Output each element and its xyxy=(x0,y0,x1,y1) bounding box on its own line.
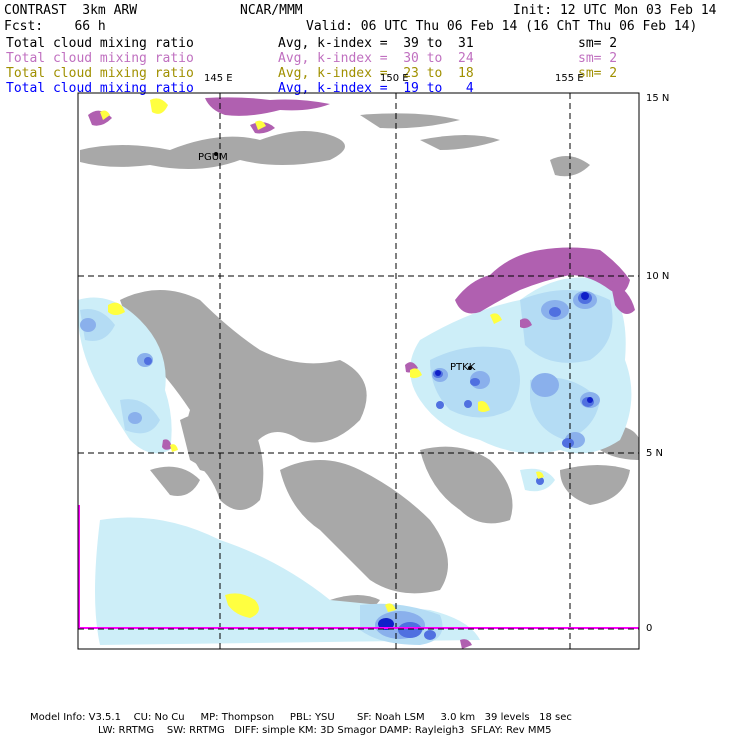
model-info-line2: LW: RRTMG SW: RRTMG DIFF: simple KM: 3D … xyxy=(98,725,552,736)
lat-label-0: 0 xyxy=(646,623,653,634)
field-sm-2: sm= 2 xyxy=(578,51,618,66)
lat-label-15n: 15 N xyxy=(646,93,670,104)
cloud-purple-regions xyxy=(88,97,635,649)
field-avg-4: Avg, k-index = 19 to 4 xyxy=(278,81,474,96)
field-sm-1: sm= 2 xyxy=(578,36,618,51)
station-label-ptkk: PTKK xyxy=(450,362,476,373)
field-sm-3: sm= 2 xyxy=(578,66,618,81)
station-marker-ptkk xyxy=(468,366,472,370)
center-title: NCAR/MMM xyxy=(240,3,303,18)
map-frame xyxy=(77,92,640,650)
cloud-yellow-regions xyxy=(100,98,544,618)
lon-label-145: 145 E xyxy=(204,73,233,84)
lon-label-150: 150 E xyxy=(380,73,409,84)
field-name-2: Total cloud mixing ratio xyxy=(6,51,194,66)
forecast-hour: Fcst: 66 h xyxy=(4,19,106,34)
valid-time: Valid: 06 UTC Thu 06 Feb 14 (16 ChT Thu … xyxy=(306,19,698,34)
station-label-pgum: PGUM xyxy=(198,152,228,163)
init-time: Init: 12 UTC Mon 03 Feb 14 xyxy=(513,3,717,18)
field-avg-3: Avg, k-index = 23 to 18 xyxy=(278,66,474,81)
graticule xyxy=(78,93,639,649)
lat-label-5n: 5 N xyxy=(646,448,664,459)
field-avg-2: Avg, k-index = 30 to 24 xyxy=(278,51,474,66)
field-name-3: Total cloud mixing ratio xyxy=(6,66,194,81)
field-avg-1: Avg, k-index = 39 to 31 xyxy=(278,36,474,51)
field-name-1: Total cloud mixing ratio xyxy=(6,36,194,51)
model-info-line1: Model Info: V3.5.1 CU: No Cu MP: Thompso… xyxy=(30,712,572,723)
lon-label-155: 155 E xyxy=(555,73,584,84)
station-marker-pgum xyxy=(214,152,218,156)
field-name-4: Total cloud mixing ratio xyxy=(6,81,194,96)
model-title: CONTRAST 3km ARW xyxy=(4,3,138,18)
lat-label-10n: 10 N xyxy=(646,271,670,282)
map-field-layer xyxy=(78,97,639,649)
